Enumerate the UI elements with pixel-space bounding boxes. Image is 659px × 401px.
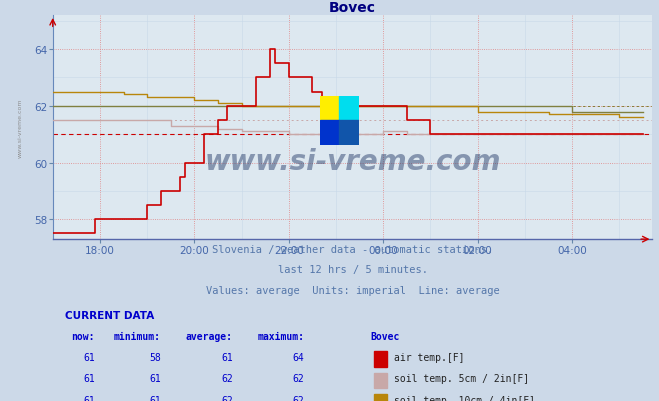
Text: 64: 64 — [293, 352, 304, 362]
Title: Bovec: Bovec — [329, 1, 376, 15]
Text: 62: 62 — [293, 395, 304, 401]
Bar — [374, 394, 387, 401]
Text: now:: now: — [71, 331, 95, 341]
Text: www.si-vreme.com: www.si-vreme.com — [204, 147, 501, 175]
Text: 61: 61 — [83, 373, 95, 383]
Text: CURRENT DATA: CURRENT DATA — [65, 310, 154, 320]
Text: air temp.[F]: air temp.[F] — [394, 352, 465, 362]
Bar — [374, 351, 387, 367]
Text: Slovenia / weather data - automatic stations.: Slovenia / weather data - automatic stat… — [212, 244, 493, 254]
Text: maximum:: maximum: — [258, 331, 304, 341]
Text: Bovec: Bovec — [370, 331, 400, 341]
Text: 62: 62 — [221, 395, 233, 401]
Text: 61: 61 — [83, 395, 95, 401]
Text: last 12 hrs / 5 minutes.: last 12 hrs / 5 minutes. — [277, 265, 428, 275]
Text: 62: 62 — [221, 373, 233, 383]
Bar — [374, 373, 387, 388]
Text: 62: 62 — [293, 373, 304, 383]
Text: 61: 61 — [221, 352, 233, 362]
Text: minimum:: minimum: — [113, 331, 161, 341]
Text: 61: 61 — [149, 373, 161, 383]
Text: 58: 58 — [149, 352, 161, 362]
Text: soil temp. 10cm / 4in[F]: soil temp. 10cm / 4in[F] — [394, 395, 535, 401]
Text: www.si-vreme.com: www.si-vreme.com — [17, 98, 22, 158]
Text: average:: average: — [186, 331, 233, 341]
Text: Values: average  Units: imperial  Line: average: Values: average Units: imperial Line: av… — [206, 285, 500, 295]
Text: 61: 61 — [149, 395, 161, 401]
Text: 61: 61 — [83, 352, 95, 362]
Text: soil temp. 5cm / 2in[F]: soil temp. 5cm / 2in[F] — [394, 373, 529, 383]
